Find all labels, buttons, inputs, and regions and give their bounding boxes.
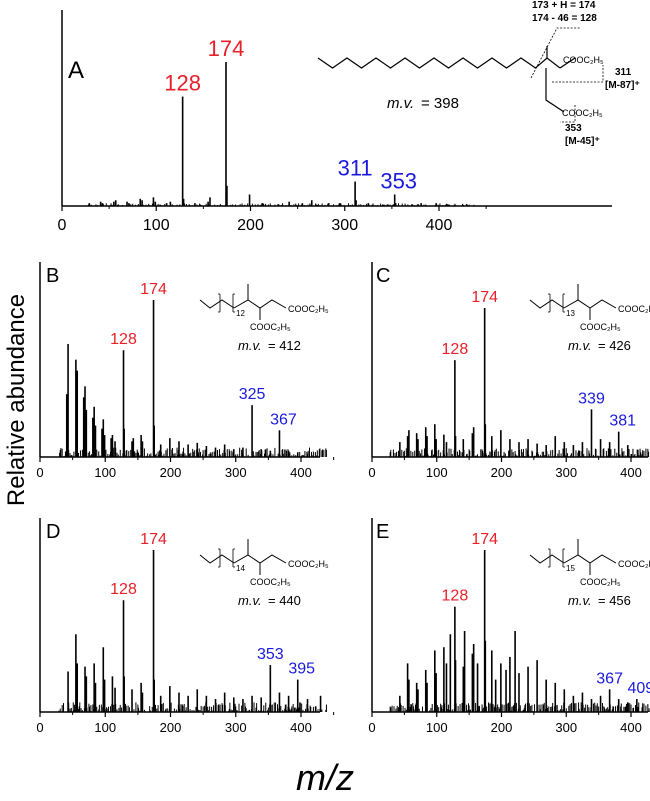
peak-label-174: 174 — [471, 289, 498, 306]
panel-letter: E — [376, 521, 389, 543]
y-axis-label: Relative abundance — [3, 294, 30, 506]
structure-n: 14 — [236, 564, 245, 573]
structure-mv: = 398 — [421, 95, 459, 112]
structure-ester: COOC₂H₅ — [288, 559, 329, 569]
structure-f353b: [M-45]⁺ — [565, 136, 600, 147]
x-tick-label: 400 — [620, 465, 642, 480]
peak-label-381: 381 — [609, 413, 636, 430]
peak-label-353: 353 — [380, 168, 417, 193]
x-tick-label: 300 — [555, 720, 577, 735]
structure-ester: COOC₂H₅ — [250, 577, 291, 587]
x-tick-label: 400 — [290, 465, 312, 480]
peak-label-128: 128 — [442, 588, 469, 605]
x-tick-label: 100 — [426, 720, 448, 735]
structure-ester: COOC₂H₅ — [618, 304, 650, 314]
x-tick-label: 0 — [36, 465, 43, 480]
molecule-structure: 15 COOC₂H₅ COOC₂H₅ m.v. = 456 — [529, 539, 650, 608]
structure-mv: = 426 — [598, 338, 631, 353]
structure-n: 13 — [566, 309, 575, 318]
structure-mv: = 412 — [268, 338, 301, 353]
peak-label-174: 174 — [140, 531, 167, 548]
panel-letter: B — [46, 265, 59, 287]
peak-label-409: 409 — [627, 680, 650, 697]
peak-label-174: 174 — [208, 36, 245, 61]
x-tick-label: 300 — [225, 720, 247, 735]
x-tick-label: 0 — [368, 465, 375, 480]
panel-letter: C — [376, 265, 390, 287]
x-tick-label: 400 — [290, 720, 312, 735]
structure-mv: = 440 — [268, 593, 301, 608]
x-tick-label: 0 — [36, 720, 43, 735]
structure-n: 15 — [566, 564, 575, 573]
x-tick-label: 100 — [426, 465, 448, 480]
peak-label-128: 128 — [110, 331, 137, 348]
structure-ester: COOC₂H₅ — [250, 322, 291, 332]
x-tick-label: 200 — [160, 465, 182, 480]
molecule-structure: 12 COOC₂H₅ COOC₂H₅ m.v. = 412 — [199, 284, 329, 353]
peak-label-128: 128 — [164, 71, 201, 96]
structure-mv_prefix: m.v. — [568, 593, 592, 608]
structure-frag2: 174 - 46 = 128 — [532, 13, 597, 24]
structure-mv_prefix: m.v. — [238, 338, 262, 353]
peak-label-128: 128 — [110, 581, 137, 598]
peak-label-339: 339 — [578, 390, 605, 407]
x-tick-label: 300 — [555, 465, 577, 480]
panel-letter: A — [68, 57, 84, 84]
peak-label-353: 353 — [257, 646, 284, 663]
structure-f311: 311 — [615, 67, 632, 78]
structure-ester: COOC₂H₅ — [562, 108, 603, 118]
x-tick-label: 400 — [620, 720, 642, 735]
x-tick-label: 200 — [491, 720, 513, 735]
structure-ester: COOC₂H₅ — [580, 577, 621, 587]
structure-ester: COOC₂H₅ — [580, 322, 621, 332]
structure-n: 12 — [236, 309, 245, 318]
x-tick-label: 0 — [368, 720, 375, 735]
x-tick-label: 300 — [331, 217, 358, 234]
structure-mv_prefix: m.v. — [568, 338, 592, 353]
x-tick-label: 100 — [94, 720, 116, 735]
x-tick-label: 100 — [143, 217, 170, 234]
x-tick-label: 200 — [491, 465, 513, 480]
x-axis-label: m/z — [296, 757, 354, 798]
molecule-structure: 173 + H = 174 174 - 46 = 128 COOC₂H₅ COOC₂H… — [317, 0, 640, 147]
panel-letter: D — [46, 521, 60, 543]
structure-f353: 353 — [565, 123, 582, 134]
x-tick-label: 400 — [426, 217, 453, 234]
peak-label-174: 174 — [140, 281, 167, 298]
x-tick-label: 200 — [160, 720, 182, 735]
x-tick-label: 200 — [237, 217, 264, 234]
peak-label-311: 311 — [338, 156, 373, 181]
x-tick-label: 0 — [58, 217, 67, 234]
structure-ester: COOC₂H₅ — [618, 559, 650, 569]
molecule-structure: 14 COOC₂H₅ COOC₂H₅ m.v. = 440 — [199, 539, 329, 608]
x-tick-label: 300 — [225, 465, 247, 480]
peak-label-325: 325 — [239, 386, 266, 403]
peak-label-367: 367 — [270, 411, 297, 428]
peak-label-395: 395 — [288, 661, 315, 678]
structure-mv_prefix: m.v. — [387, 95, 414, 112]
structure-frag1: 173 + H = 174 — [532, 0, 596, 11]
structure-ester: COOC₂H₅ — [563, 55, 604, 65]
peak-label-174: 174 — [471, 531, 498, 548]
structure-mv_prefix: m.v. — [238, 593, 262, 608]
peak-label-367: 367 — [596, 670, 623, 687]
x-tick-label: 100 — [94, 465, 116, 480]
structure-mv: = 456 — [598, 593, 631, 608]
peak-label-128: 128 — [442, 341, 469, 358]
structure-f311b: [M-87]⁺ — [605, 80, 640, 91]
structure-ester: COOC₂H₅ — [288, 304, 329, 314]
molecule-structure: 13 COOC₂H₅ COOC₂H₅ m.v. = 426 — [529, 284, 650, 353]
